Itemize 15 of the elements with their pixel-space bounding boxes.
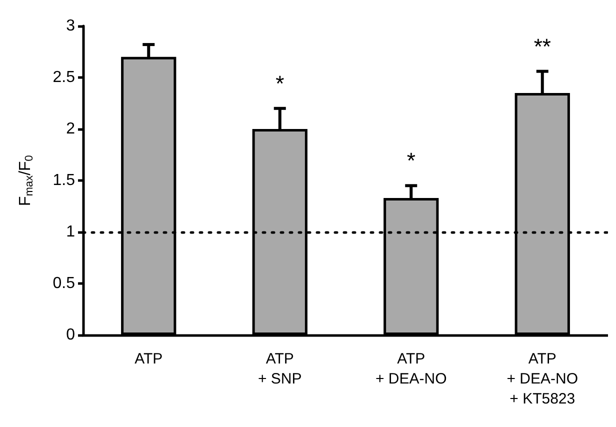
data-label: * bbox=[276, 70, 285, 96]
x-tick-label: ATP + SNP bbox=[258, 350, 302, 388]
data-label: ** bbox=[534, 34, 552, 59]
y-tick-label: 0 bbox=[66, 326, 76, 344]
x-tick-label: ATP bbox=[134, 350, 163, 368]
y-tick-label: 1 bbox=[66, 224, 76, 240]
y-axis-title: Fmax/F0 bbox=[17, 155, 36, 206]
y-tick-label: 3 bbox=[66, 18, 76, 34]
data-label: * bbox=[406, 148, 416, 174]
y-tick-label: 2.5 bbox=[52, 69, 76, 86]
y-tick-label: 0.5 bbox=[52, 275, 76, 292]
y-tick-label: 2 bbox=[66, 120, 76, 138]
x-tick-label: ATP + DEA-NO bbox=[375, 350, 447, 388]
x-tick-label: ATP + DEA-NO + KT5823 bbox=[506, 350, 578, 408]
y-tick-label: 1.5 bbox=[52, 172, 76, 189]
